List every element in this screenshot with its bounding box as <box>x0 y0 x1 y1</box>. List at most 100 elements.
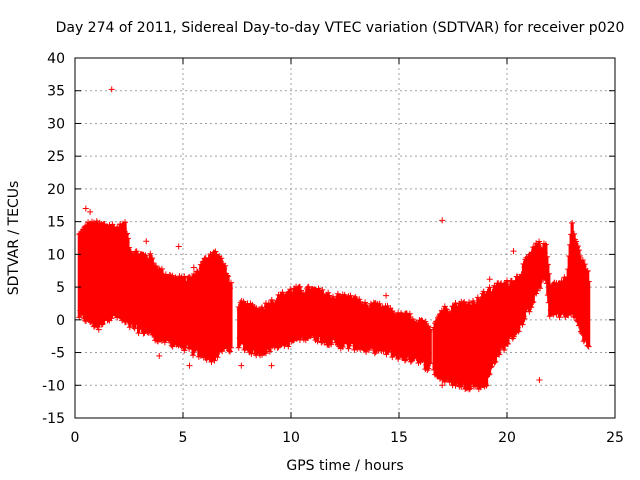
data-point <box>427 326 434 333</box>
outlier-point <box>238 362 245 369</box>
data-point <box>266 348 273 355</box>
data-point <box>585 278 592 285</box>
data-point <box>227 279 234 286</box>
x-tick-label: 20 <box>498 430 516 446</box>
data-point <box>208 359 215 366</box>
data-point <box>515 328 522 335</box>
data-point <box>452 300 459 307</box>
outlier-point <box>108 86 115 93</box>
data-point <box>519 321 526 328</box>
data-point <box>182 344 189 351</box>
data-point <box>226 348 233 355</box>
data-point <box>218 255 225 262</box>
data-point <box>216 348 223 355</box>
data-point <box>99 320 106 327</box>
data-point <box>422 318 429 325</box>
outlier-point <box>82 205 89 212</box>
data-point <box>181 347 188 354</box>
data-point <box>214 354 221 361</box>
data-point <box>395 356 402 363</box>
outlier-point <box>486 276 493 283</box>
data-point <box>326 292 333 299</box>
y-tick-label: -15 <box>42 411 65 427</box>
data-point <box>296 283 303 290</box>
data-point <box>543 253 550 260</box>
data-point <box>406 310 413 317</box>
y-tick-label: 30 <box>47 116 65 132</box>
data-point <box>153 263 160 270</box>
data-point <box>470 299 477 306</box>
data-point <box>579 256 586 263</box>
data-point <box>458 383 465 390</box>
data-point <box>537 285 544 292</box>
data-point <box>297 287 304 294</box>
data-point <box>347 292 354 299</box>
data-point <box>122 219 129 226</box>
data-point <box>452 382 459 389</box>
data-point <box>325 289 332 296</box>
data-point <box>571 230 578 237</box>
y-tick-label: 35 <box>47 84 65 100</box>
data-point <box>528 304 535 311</box>
outlier-point <box>186 362 193 369</box>
y-tick-label: -5 <box>51 346 65 362</box>
data-point <box>504 340 511 347</box>
y-tick-label: 40 <box>47 51 65 67</box>
data-point <box>83 317 90 324</box>
data-point <box>575 247 582 254</box>
data-point <box>425 323 432 330</box>
y-axis-title: SDTVAR / TECUs <box>6 181 22 296</box>
plot-frame <box>74 57 616 419</box>
outlier-point <box>95 326 102 333</box>
data-point <box>281 342 288 349</box>
data-point <box>573 238 580 245</box>
data-point <box>339 343 346 350</box>
data-point <box>319 286 326 293</box>
data-point <box>389 354 396 361</box>
data-point <box>262 350 269 357</box>
outlier-point <box>536 377 543 384</box>
x-tick-label: 5 <box>179 430 188 446</box>
data-point <box>526 308 533 315</box>
data-point <box>443 306 450 313</box>
y-tick-label: 10 <box>47 247 65 263</box>
data-point <box>147 250 154 257</box>
data-point <box>565 312 572 319</box>
outlier-point <box>175 243 182 250</box>
x-tick-label: 25 <box>606 430 624 446</box>
data-point <box>486 284 493 291</box>
data-point <box>466 299 473 306</box>
outlier-point <box>143 238 150 245</box>
data-point <box>576 252 583 259</box>
data-point <box>211 357 218 364</box>
data-point <box>328 341 335 348</box>
data-point <box>542 241 549 248</box>
outlier-point <box>510 248 517 255</box>
x-tick-label: 10 <box>282 430 300 446</box>
data-point <box>212 248 219 255</box>
x-axis-title: GPS time / hours <box>286 458 403 474</box>
data-point <box>248 350 255 357</box>
data-point <box>365 347 372 354</box>
data-point <box>376 300 383 307</box>
data-point <box>521 315 528 322</box>
outlier-point <box>190 264 197 271</box>
data-point <box>296 337 303 344</box>
data-point <box>279 289 286 296</box>
data-point <box>538 279 545 286</box>
data-point <box>574 242 581 249</box>
data-point <box>556 314 563 321</box>
data-point <box>108 315 115 322</box>
data-point <box>268 296 275 303</box>
outlier-point <box>383 292 390 299</box>
outlier-point <box>439 382 446 389</box>
data-point <box>501 347 508 354</box>
data-point <box>149 255 156 262</box>
data-point <box>498 280 505 287</box>
data-point <box>425 365 432 372</box>
outlier-point <box>268 362 275 369</box>
data-point <box>581 261 588 268</box>
data-point <box>253 305 260 312</box>
grid <box>75 58 615 418</box>
